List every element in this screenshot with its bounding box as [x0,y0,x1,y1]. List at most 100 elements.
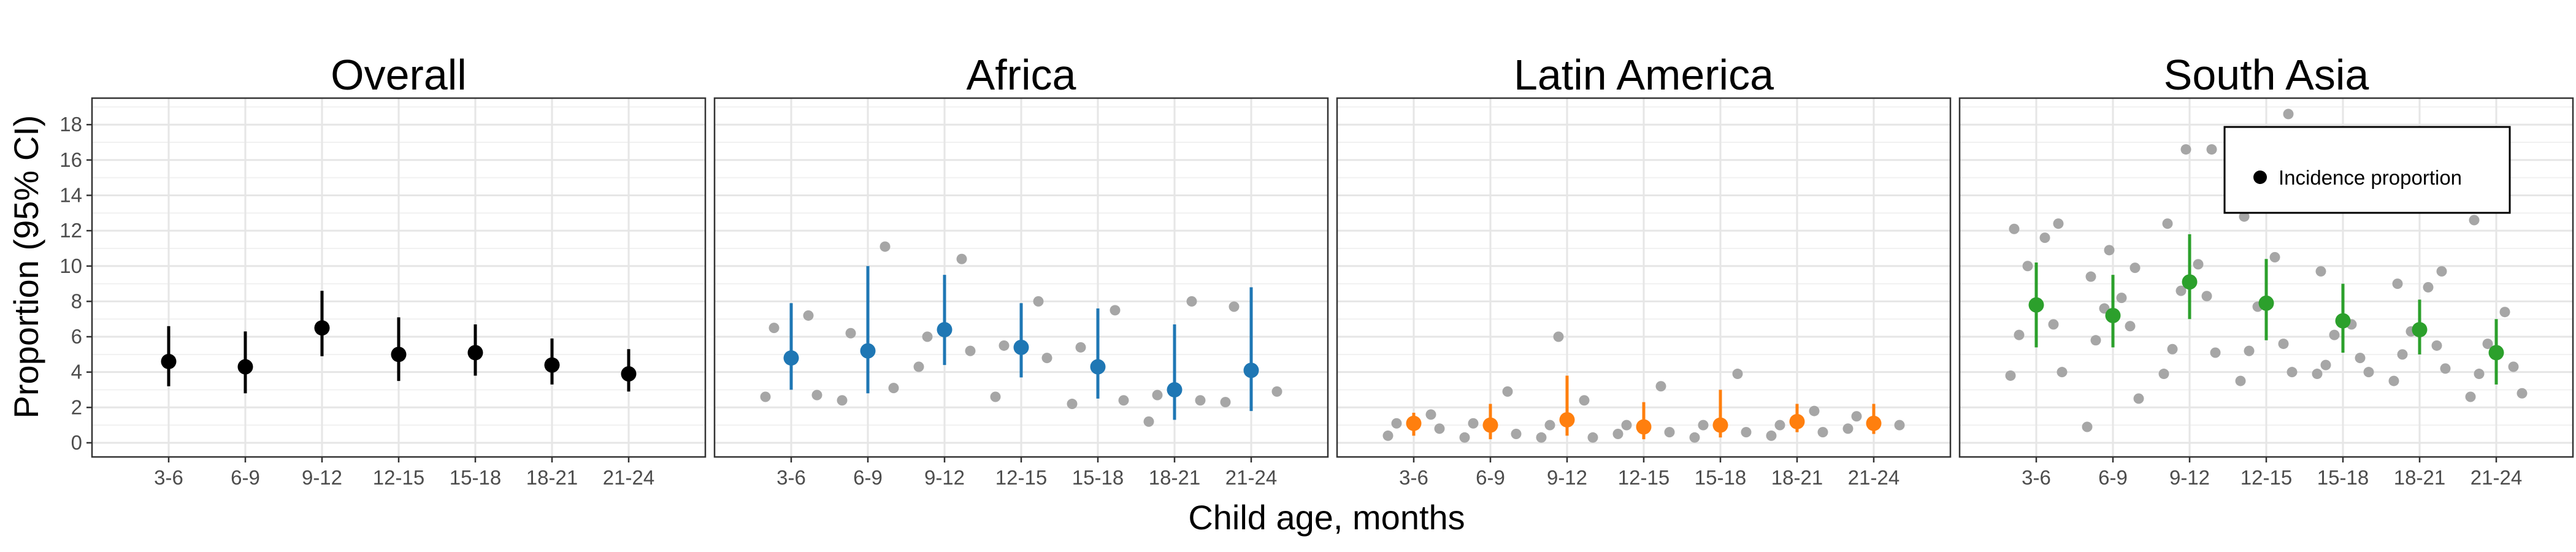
estimate-point [2488,345,2504,361]
estimate-point [237,359,253,375]
panel-title: Latin America [1514,51,1774,99]
study-point [2355,353,2366,364]
estimate-point [2028,297,2044,313]
estimate-point [1866,415,1882,431]
y-tick-label: 12 [59,219,82,242]
panel-title: Africa [967,51,1076,99]
study-point [1391,418,1402,429]
study-point [2397,349,2408,360]
y-tick-label: 4 [71,361,82,383]
x-tick-label: 12-15 [373,466,424,489]
study-point [760,391,771,402]
study-point [1817,427,1828,438]
estimate-point [1167,381,1183,397]
study-point [1587,432,1598,443]
study-point [2057,367,2068,378]
x-tick-label: 18-21 [526,466,578,489]
study-point [2474,369,2485,380]
study-point [2162,218,2173,229]
study-point [1271,386,1282,397]
y-tick-label: 2 [71,396,82,418]
study-point [965,345,976,356]
x-tick-label: 21-24 [603,466,654,489]
study-point [2158,369,2169,380]
study-point [2022,261,2033,272]
study-point [2039,232,2050,243]
x-tick-label: 6-9 [853,466,883,489]
study-point [2431,340,2442,351]
study-point [1621,420,1632,431]
study-point [2244,345,2255,356]
x-tick-label: 3-6 [776,466,806,489]
study-point [2129,263,2141,274]
study-point [2388,375,2399,386]
study-point [2517,388,2528,399]
study-point [2090,335,2101,346]
study-point [2499,307,2510,318]
x-axis-title: Child age, months [1188,498,1465,537]
estimate-point [2412,322,2428,338]
study-point [1766,430,1777,441]
y-axis: 0 2 4 6 8 10 12 14 16 18 [59,113,92,454]
legend-marker [2253,171,2267,184]
study-point [1664,427,1675,438]
study-point [880,241,891,252]
estimate-point [1636,419,1652,435]
study-point [2392,278,2403,289]
x-tick-label: 15-18 [1072,466,1124,489]
study-point [2167,343,2178,355]
y-tick-label: 14 [59,183,82,206]
study-point [2508,361,2519,372]
x-tick-label: 21-24 [1225,466,1277,489]
estimate-point [860,343,876,359]
study-point [1425,409,1436,420]
study-point [2053,218,2064,229]
x-tick-label: 9-12 [1547,466,1587,489]
estimate-point [1243,362,1259,378]
x-tick-label: 6-9 [231,466,260,489]
x-tick-label: 12-15 [2241,466,2292,489]
study-point [1698,420,1709,431]
panel: 3-6 6-9 9-12 12-15 15-18 18-21 21-24 Latin Amer… [1336,51,1952,489]
study-point [2009,223,2020,234]
study-point [2175,285,2187,296]
x-tick-label: 18-21 [2394,466,2445,489]
study-point [1067,399,1078,410]
x-tick-label: 6-9 [1476,466,1505,489]
estimate-point [621,366,637,382]
study-point [2436,266,2447,277]
panel: 3-6 6-9 9-12 12-15 15-18 18-21 21-24 South Asia [1958,51,2574,489]
study-point [1544,420,1555,431]
y-tick-label: 0 [71,431,82,454]
y-tick-label: 10 [59,255,82,277]
study-point [1041,353,1052,364]
y-axis-title: Proportion (95% CI) [7,115,45,419]
estimate-point [1406,415,1422,431]
study-point [1118,395,1129,406]
study-point [1579,395,1590,406]
estimate-point [314,320,330,336]
legend: Incidence proportion [2223,126,2511,214]
study-point [913,361,924,372]
legend-box [2223,126,2511,214]
study-point [2206,144,2217,155]
study-point [2133,393,2144,404]
estimate-point [1559,412,1575,427]
x-tick-label: 3-6 [1399,466,1428,489]
study-point [2440,363,2451,374]
estimate-point [1013,339,1029,355]
study-point [2320,359,2331,370]
estimate-point [1090,359,1106,375]
study-point [1033,296,1044,307]
study-point [2125,321,2136,332]
study-point [2329,329,2340,340]
y-tick-label: 8 [71,289,82,312]
study-point [1732,369,1743,380]
x-tick-label: 15-18 [2317,466,2369,489]
study-point [1434,423,1445,434]
study-point [888,383,899,394]
study-point [2239,211,2250,222]
x-tick-label: 3-6 [2022,466,2051,489]
study-point [2269,251,2280,263]
x-tick-label: 18-21 [1771,466,1823,489]
